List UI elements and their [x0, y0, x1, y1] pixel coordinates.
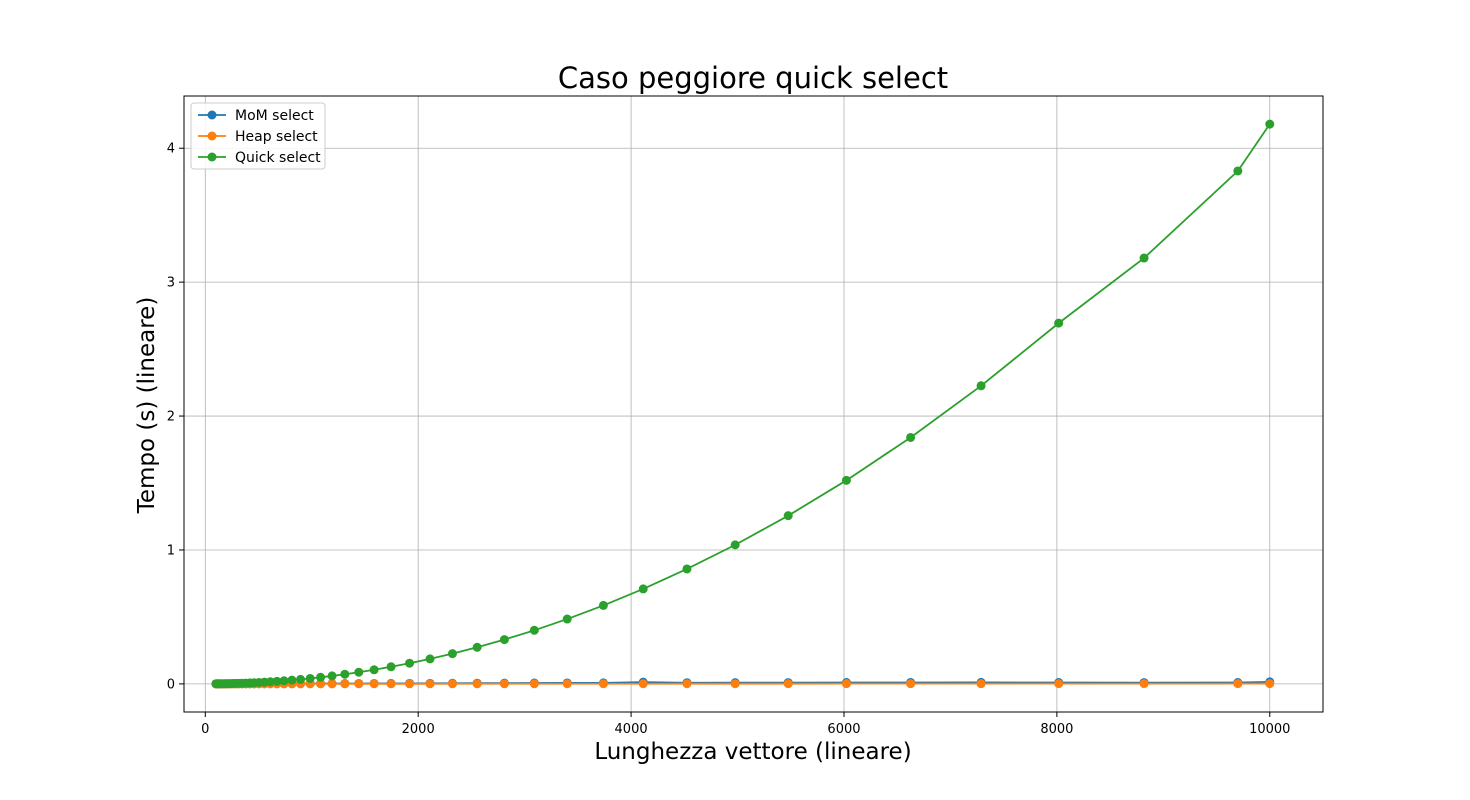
data-point-1-27 — [340, 679, 350, 689]
data-point-2-42 — [783, 511, 793, 521]
data-point-2-47 — [1139, 253, 1149, 263]
data-point-1-28 — [354, 679, 364, 689]
data-point-2-22 — [287, 675, 297, 685]
x-tick-label-1: 2000 — [402, 722, 435, 737]
legend: MoM select Heap select Quick select — [190, 102, 326, 170]
data-point-1-38 — [598, 679, 608, 689]
chart-title: Caso peggiore quick select — [558, 61, 948, 95]
y-tick-label-2: 2 — [167, 410, 175, 425]
data-point-2-34 — [472, 642, 482, 652]
data-point-1-46 — [1054, 679, 1064, 689]
legend-box — [190, 102, 326, 170]
legend-marker-2 — [207, 152, 217, 162]
y-tick-label-3: 3 — [167, 276, 175, 291]
data-point-2-49 — [1265, 119, 1275, 129]
data-point-1-48 — [1233, 679, 1243, 689]
data-point-2-31 — [405, 658, 415, 668]
data-point-2-46 — [1054, 318, 1064, 328]
x-tick-label-3: 6000 — [827, 722, 860, 737]
y-tick-label-4: 4 — [167, 142, 175, 157]
data-point-2-45 — [976, 381, 986, 391]
data-point-1-40 — [682, 679, 692, 689]
data-point-1-42 — [783, 679, 793, 689]
x-tick-label-0: 0 — [201, 722, 209, 737]
data-point-2-39 — [638, 584, 648, 594]
data-point-2-40 — [682, 564, 692, 574]
series-2 — [211, 119, 1275, 689]
x-tick-label-4: 8000 — [1040, 722, 1073, 737]
x-axis-label: Lunghezza vettore (lineare) — [594, 739, 911, 765]
legend-label-2: Quick select — [235, 150, 321, 166]
data-point-2-28 — [354, 667, 364, 677]
data-point-2-37 — [562, 614, 572, 624]
data-point-1-36 — [529, 679, 539, 689]
data-point-1-30 — [386, 679, 396, 689]
legend-label-1: Heap select — [235, 129, 318, 145]
data-point-2-43 — [841, 475, 851, 485]
data-point-1-47 — [1139, 679, 1149, 689]
data-point-1-43 — [841, 679, 851, 689]
data-point-2-48 — [1233, 166, 1243, 176]
y-tick-label-1: 1 — [167, 543, 175, 558]
data-point-1-44 — [906, 679, 916, 689]
data-point-2-27 — [340, 669, 350, 679]
data-point-1-39 — [638, 679, 648, 689]
data-point-1-26 — [327, 679, 337, 689]
data-point-2-35 — [499, 635, 509, 645]
legend-marker-0 — [207, 110, 217, 120]
data-point-2-25 — [316, 672, 326, 682]
y-axis-label: Tempo (s) (lineare) — [134, 297, 160, 515]
data-point-2-44 — [906, 432, 916, 442]
data-point-2-36 — [529, 625, 539, 635]
legend-marker-1 — [207, 131, 217, 141]
data-point-1-41 — [730, 679, 740, 689]
data-point-1-25 — [316, 679, 326, 689]
data-point-2-21 — [279, 676, 289, 686]
x-tick-label-2: 4000 — [615, 722, 648, 737]
data-point-2-38 — [598, 600, 608, 610]
data-point-1-34 — [472, 679, 482, 689]
data-point-1-45 — [976, 679, 986, 689]
data-point-2-26 — [327, 671, 337, 681]
data-point-2-32 — [425, 654, 435, 664]
data-point-2-33 — [447, 649, 457, 659]
series-group — [211, 119, 1275, 689]
data-point-1-37 — [562, 679, 572, 689]
data-point-2-29 — [369, 665, 379, 675]
data-point-1-32 — [425, 679, 435, 689]
axes-frame — [183, 95, 1324, 713]
data-point-2-41 — [730, 540, 740, 550]
data-point-2-24 — [305, 673, 315, 683]
y-tick-label-0: 0 — [167, 677, 175, 692]
legend-label-0: MoM select — [235, 108, 314, 124]
data-point-2-23 — [296, 674, 306, 684]
data-point-2-30 — [386, 662, 396, 672]
data-point-1-33 — [447, 679, 457, 689]
data-point-1-29 — [369, 679, 379, 689]
data-point-2-20 — [272, 676, 282, 686]
data-point-1-49 — [1265, 679, 1275, 689]
x-tick-label-5: 10000 — [1249, 722, 1290, 737]
data-point-1-35 — [499, 679, 509, 689]
data-point-2-19 — [265, 677, 275, 687]
plot-area: 0 2000 4000 6000 8000 10000 0 1 2 3 4 — [167, 95, 1324, 737]
data-point-1-31 — [405, 679, 415, 689]
